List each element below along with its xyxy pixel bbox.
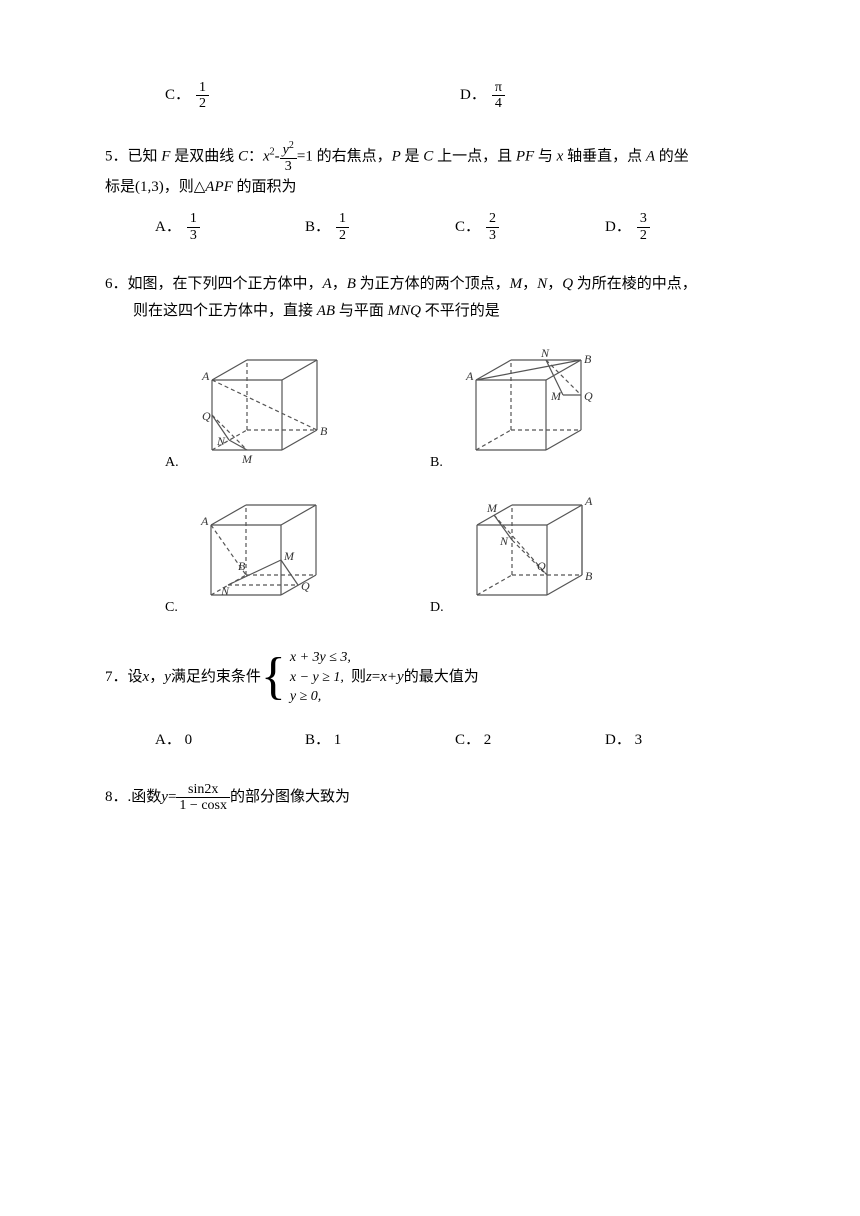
q5-options: A． 13 B． 12 C． 23 D． 32 [155, 211, 755, 243]
left-brace-icon: { [261, 651, 286, 703]
question-5: 5．已知 F 是双曲线 C：x2-y23=1 的右焦点，P 是 C 上一点，且 … [105, 140, 755, 243]
question-8: 8．.函数 y = sin2x 1 − cosx 的部分图像大致为 [105, 782, 755, 814]
q5-text: 5．已知 F 是双曲线 C：x2-y23=1 的右焦点，P 是 C 上一点，且 … [105, 140, 755, 174]
cube-d-svg: A B M N Q [452, 490, 597, 620]
cube-c-svg: A B M N Q [186, 490, 331, 620]
svg-text:A: A [584, 494, 593, 508]
q4-opt-d: D． π 4 [460, 80, 755, 112]
opt-label: C． [165, 82, 190, 109]
q5-opt-c: C． 23 [455, 211, 605, 243]
constraint-system: { x + 3y ≤ 3, x − y ≥ 1, y ≥ 0, [261, 648, 351, 707]
svg-text:N: N [499, 534, 509, 548]
q5-opt-a: A． 13 [155, 211, 305, 243]
q4-opt-c: C． 1 2 [165, 80, 460, 112]
q7-opt-b: B． 1 [305, 727, 455, 754]
svg-text:B: B [585, 569, 593, 583]
svg-text:Q: Q [301, 579, 310, 593]
fraction: π 4 [492, 80, 505, 112]
q4-options: C． 1 2 D． π 4 [165, 80, 755, 112]
cube-a-svg: A B Q N M [187, 345, 332, 475]
cube-b: B. A B N M [430, 345, 645, 475]
q7-text: 7． 设 x，y 满足约束条件 { x + 3y ≤ 3, x − y ≥ 1,… [105, 648, 755, 707]
q5-opt-d: D． 32 [605, 211, 755, 243]
fraction: y23 [280, 140, 297, 174]
cube-a: A. A B Q N [165, 345, 380, 475]
fraction: 1 2 [196, 80, 209, 112]
cube-d: D. A B M N [430, 490, 645, 620]
cube-b-svg: A B N M Q [451, 345, 596, 475]
q8-text: 8．.函数 y = sin2x 1 − cosx 的部分图像大致为 [105, 782, 755, 814]
svg-text:Q: Q [584, 389, 593, 403]
question-6: 6．如图，在下列四个正方体中，A，B 为正方体的两个顶点，M，N，Q 为所在棱的… [105, 271, 755, 620]
svg-text:A: A [200, 514, 209, 528]
fraction: sin2x 1 − cosx [176, 782, 230, 814]
svg-text:Q: Q [537, 559, 546, 573]
q7-opt-d: D． 3 [605, 727, 755, 754]
svg-text:A: A [465, 369, 474, 383]
svg-text:B: B [584, 352, 592, 366]
q6-line1: 6．如图，在下列四个正方体中，A，B 为正方体的两个顶点，M，N，Q 为所在棱的… [105, 271, 755, 298]
q7-opt-a: A． 0 [155, 727, 305, 754]
opt-label: D． [460, 82, 486, 109]
q6-cubes: A. A B Q N [165, 345, 645, 620]
svg-text:Q: Q [202, 409, 211, 423]
svg-text:N: N [220, 584, 230, 598]
q5-text-line2: 标是(1,3)，则△APF 的面积为 [105, 174, 755, 201]
svg-text:N: N [216, 434, 226, 448]
cube-c: C. A B M N [165, 490, 380, 620]
q7-opt-c: C． 2 [455, 727, 605, 754]
svg-text:N: N [540, 346, 550, 360]
svg-text:M: M [241, 452, 253, 466]
svg-text:M: M [283, 549, 295, 563]
svg-text:B: B [238, 559, 246, 573]
q6-line2: 则在这四个正方体中，直接 AB 与平面 MNQ 不平行的是 [133, 298, 755, 325]
svg-text:B: B [320, 424, 328, 438]
svg-text:M: M [550, 389, 562, 403]
question-7: 7． 设 x，y 满足约束条件 { x + 3y ≤ 3, x − y ≥ 1,… [105, 648, 755, 754]
svg-text:M: M [486, 501, 498, 515]
q5-opt-b: B． 12 [305, 211, 455, 243]
svg-text:A: A [201, 369, 210, 383]
question-4-partial: C． 1 2 D． π 4 [105, 80, 755, 112]
q7-options: A． 0 B． 1 C． 2 D． 3 [155, 727, 755, 754]
